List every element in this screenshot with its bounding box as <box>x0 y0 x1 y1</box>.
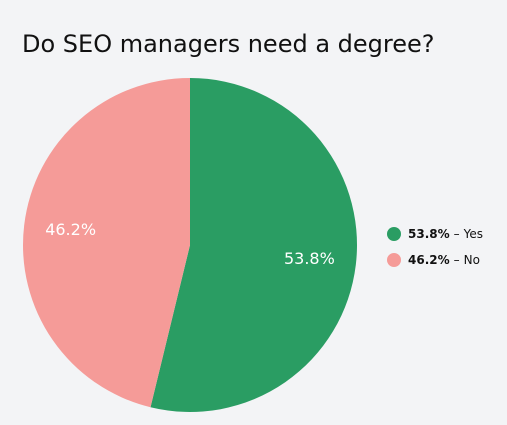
chart-title: Do SEO managers need a degree? <box>22 30 435 58</box>
pie-slice <box>150 78 357 412</box>
legend-separator: – <box>454 253 460 267</box>
legend-entry: 46.2% – No <box>408 253 480 267</box>
legend-value: 46.2% <box>408 253 450 267</box>
legend-label: Yes <box>463 227 483 241</box>
slice-label: 53.8% <box>284 249 335 268</box>
legend-label: No <box>464 253 480 267</box>
legend-value: 53.8% <box>408 227 450 241</box>
pie-slice <box>22 78 191 408</box>
slice-label: 46.2% <box>45 220 96 239</box>
legend-separator: – <box>454 227 460 241</box>
legend-entry: 53.8% – Yes <box>408 227 483 241</box>
legend-marker <box>387 227 401 241</box>
legend-marker <box>387 253 401 267</box>
